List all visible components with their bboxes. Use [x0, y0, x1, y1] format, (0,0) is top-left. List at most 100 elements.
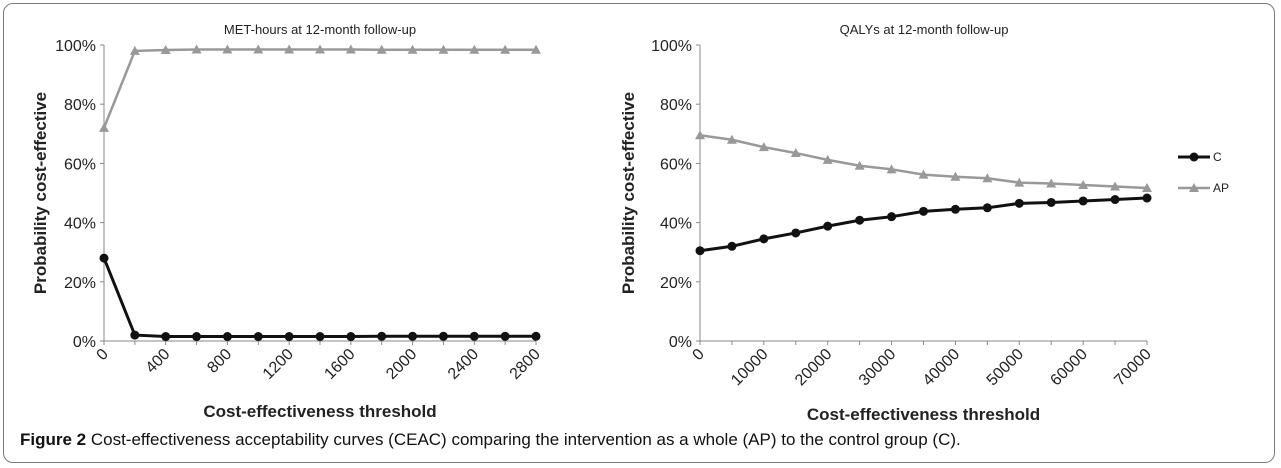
x-tick-label: 800 [204, 346, 235, 377]
y-tick-label: 20% [660, 275, 692, 292]
data-point-c [377, 331, 387, 341]
data-point-ap [345, 44, 356, 54]
x-tick-label: 20000 [792, 346, 836, 390]
data-point-c [130, 330, 140, 340]
y-tick-label: 0% [73, 334, 96, 351]
data-point-c [791, 228, 801, 238]
x-tick-label: 60000 [1047, 346, 1091, 390]
data-point-ap [99, 122, 109, 132]
series-line-ap [102, 48, 536, 129]
x-tick-label: 1600 [321, 346, 358, 383]
legend-marker-ap [1189, 183, 1199, 192]
data-point-c [161, 332, 171, 342]
caption-text: Cost-effectiveness acceptability curves … [86, 430, 961, 449]
data-point-c [727, 241, 737, 251]
data-point-c [253, 332, 263, 342]
data-point-ap [918, 169, 929, 179]
data-point-ap [253, 44, 264, 54]
data-point-ap [1078, 180, 1089, 190]
x-tick-label: 10000 [728, 346, 772, 390]
chart-title: QALYs at 12-month follow-up [840, 22, 1009, 37]
data-point-c [950, 204, 960, 214]
data-point-c [919, 206, 928, 216]
data-point-ap [854, 160, 865, 170]
x-tick-label: 0 [690, 346, 708, 364]
x-tick-label: 0 [94, 346, 112, 364]
data-point-ap [284, 44, 295, 54]
data-point-c [438, 331, 448, 341]
data-point-ap [1046, 178, 1057, 188]
data-point-ap [315, 44, 325, 54]
data-point-c [222, 332, 232, 342]
data-point-c [982, 203, 992, 213]
data-point-ap [790, 148, 801, 158]
data-point-ap [1110, 181, 1121, 191]
data-point-ap [1142, 182, 1152, 192]
figure-frame [3, 3, 1275, 463]
data-point-c [695, 246, 705, 256]
y-tick-label: 40% [660, 216, 692, 233]
legend-label-ap: AP [1213, 181, 1229, 195]
data-point-c [1110, 195, 1120, 205]
x-tick-label: 1200 [260, 346, 297, 383]
data-point-ap [531, 44, 541, 54]
y-axis-title: Probability cost-effective [31, 92, 50, 294]
data-point-c [99, 253, 109, 263]
x-tick-label: 2800 [507, 346, 544, 383]
data-point-c [1014, 198, 1024, 208]
x-tick-label: 400 [143, 346, 174, 377]
data-point-ap [726, 134, 737, 144]
data-point-c [408, 331, 418, 341]
data-point-c [315, 332, 325, 342]
y-tick-label: 80% [64, 97, 96, 114]
data-point-ap [376, 44, 387, 54]
chart-title: MET-hours at 12-month follow-up [224, 22, 416, 37]
x-axis-title: Cost-effectiveness threshold [807, 405, 1040, 424]
y-tick-label: 100% [55, 38, 96, 55]
data-point-ap [1014, 177, 1025, 187]
y-tick-label: 40% [64, 216, 96, 233]
data-point-ap [982, 173, 993, 183]
data-point-ap [438, 44, 449, 54]
data-point-c [759, 234, 769, 244]
data-point-c [469, 331, 479, 341]
figure-caption: Figure 2 Cost-effectiveness acceptabilit… [20, 430, 961, 450]
y-axis-title: Probability cost-effective [619, 92, 638, 294]
data-point-c [192, 332, 202, 342]
data-point-c [1142, 193, 1152, 203]
data-point-c [823, 221, 833, 231]
series-line-c [699, 196, 1148, 253]
data-point-ap [129, 45, 140, 55]
data-point-ap [407, 44, 418, 54]
y-tick-label: 20% [64, 275, 96, 292]
data-point-ap [222, 44, 233, 54]
y-tick-label: 80% [660, 97, 692, 114]
legend-marker-c [1189, 152, 1199, 162]
x-tick-label: 2000 [383, 346, 420, 383]
data-point-c [346, 332, 356, 342]
data-point-c [855, 215, 865, 225]
data-point-ap [160, 45, 171, 55]
x-tick-label: 2400 [445, 346, 482, 383]
data-point-ap [695, 130, 705, 140]
data-point-ap [500, 44, 511, 54]
data-point-ap [886, 164, 897, 174]
chart-qalys: QALYs at 12-month follow-up 0% 20% 40% 60% 80… [619, 22, 1155, 424]
legend-label-c: C [1213, 150, 1222, 164]
y-tick-label: 60% [660, 156, 692, 173]
caption-label: Figure 2 [20, 430, 87, 449]
chart-met-hours: MET-hours at 12-month follow-up 0% 20% 40% 6… [31, 22, 544, 421]
legend: C AP [1178, 150, 1229, 195]
series-line-c [102, 257, 536, 339]
y-tick-label: 0% [669, 334, 692, 351]
x-tick-label: 70000 [1111, 346, 1155, 390]
data-point-c [1046, 197, 1056, 207]
data-point-c [887, 212, 897, 222]
data-point-ap [469, 44, 480, 54]
x-axis-title: Cost-effectiveness threshold [203, 402, 436, 421]
data-point-c [1078, 196, 1088, 206]
x-tick-label: 30000 [856, 346, 900, 390]
y-tick-label: 100% [651, 38, 692, 55]
y-tick-label: 60% [64, 156, 96, 173]
data-point-c [284, 332, 294, 342]
